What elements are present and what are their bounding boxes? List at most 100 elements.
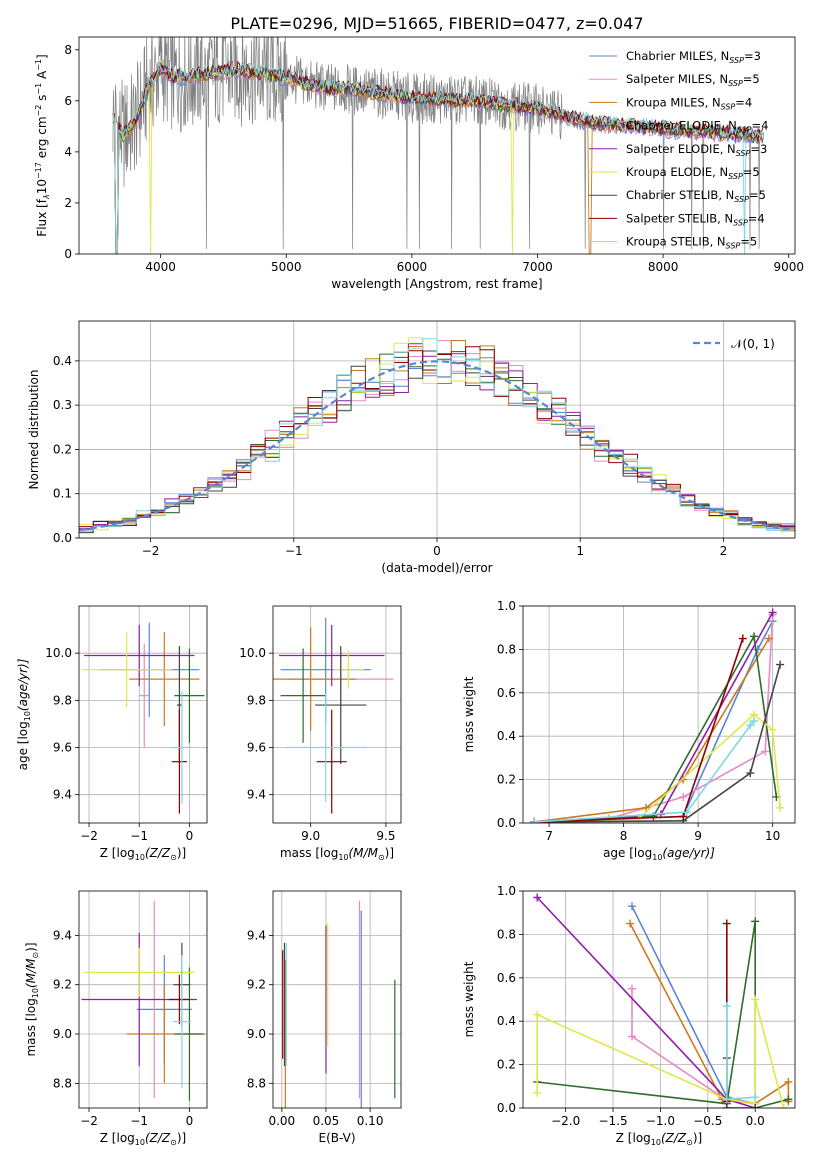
plot-area-mass-age (273, 617, 394, 814)
x-tick-label: −0.5 (693, 1114, 722, 1128)
errorbar-kroupa-miles (273, 627, 356, 732)
y-tick-label: 4 (64, 145, 72, 159)
data-point (746, 721, 755, 730)
y-tick-label: 0.2 (497, 773, 516, 787)
data-point (768, 608, 777, 617)
x-tick-label: 0.00 (268, 1114, 295, 1128)
axes-frame (78, 605, 208, 824)
errorbar-kroupa-elodie (84, 947, 195, 998)
errorbar-kroupa-stelib (171, 690, 192, 805)
axes-frame (272, 890, 402, 1109)
y-tick-label: 9.6 (53, 741, 72, 755)
panel-spectrum: 4000 5000 6000 7000 8000 9000 0 2 4 6 8 wavelength … (34, 36, 804, 291)
axes-frame (522, 890, 796, 1109)
x-tick-label: 8 (620, 829, 628, 843)
data-point (679, 812, 688, 821)
data-point (776, 660, 785, 669)
data-point (764, 634, 773, 643)
y-tick-label: 0.8 (497, 927, 516, 941)
data-point (746, 769, 755, 778)
x-tick-label: 0.05 (313, 1114, 340, 1128)
data-point (530, 817, 539, 823)
y-tick-label: 8.8 (53, 1076, 72, 1090)
series-salpeter-stelib (530, 634, 747, 823)
x-tick-label: −1.5 (598, 1114, 627, 1128)
x-tick-label: 0.0 (746, 1114, 765, 1128)
x-axis-label: E(B-V) (318, 1131, 355, 1145)
residual-histogram-kroupa-stelib (79, 338, 795, 531)
x-tick-label: 4000 (145, 260, 176, 274)
panel-age-weight: 7 8 9 10 0.0 0.2 0.4 0.6 0.8 1.0 mass weight age [l… (462, 599, 796, 862)
data-point (679, 792, 688, 801)
y-tick-label: 10.0 (45, 646, 72, 660)
data-point (682, 808, 691, 817)
x-tick-label: −1 (130, 829, 148, 843)
y-axis-label: mass weight (462, 961, 476, 1037)
x-tick-label: −2.0 (551, 1114, 580, 1128)
y-tick-label: 2 (64, 196, 72, 210)
errorbar-chabrier-stelib (315, 646, 367, 765)
y-tick-label: 0.4 (53, 354, 72, 368)
plot-area-Z-weight (533, 893, 793, 1108)
axes-frame (272, 605, 402, 824)
series-salpeter-elodie (533, 893, 760, 1108)
panel-EBV-mass: 0.00 0.05 0.10 8.8 9.0 9.2 9.4 E(B-V) (247, 890, 402, 1145)
errorbar-salpeter-stelib (171, 709, 187, 814)
errorbar-kroupa-stelib (172, 955, 191, 1089)
series-chabrier-elodie (530, 632, 781, 823)
errorbar-kroupa-elodie (81, 631, 172, 708)
axes-frame (78, 890, 208, 1109)
data-point (627, 902, 636, 911)
y-tick-label: 9.0 (53, 1027, 72, 1041)
data-point (533, 893, 542, 902)
x-tick-label: 5000 (271, 260, 302, 274)
y-tick-label: 1.0 (497, 884, 516, 898)
data-point (722, 919, 731, 928)
y-tick-label: 0.2 (53, 442, 72, 456)
data-point (641, 803, 650, 812)
legend-entry-gaussian: 𝒩(0, 1) (731, 337, 775, 351)
plot-area-EBV-mass (282, 900, 396, 1108)
x-tick-label: 7 (545, 829, 553, 843)
legend-entry-salpeter-stelib: Salpeter STELIB, NSSP=4 (626, 211, 765, 227)
legend-entry-salpeter-miles: Salpeter MILES, NSSP=5 (626, 72, 760, 88)
x-tick-label: 6000 (397, 260, 428, 274)
plot-area-Z-mass (81, 900, 205, 1101)
errorbar-salpeter-elodie (84, 624, 195, 687)
legend-entry-chabrier-elodie: Chabrier ELODIE, NSSP=4 (626, 119, 768, 135)
series-kroupa-elodie (533, 995, 788, 1108)
axes-frame (78, 36, 796, 255)
model-spectrum-kroupa-stelib (112, 62, 764, 254)
legend-entry-salpeter-elodie: Salpeter ELODIE, NSSP=3 (626, 142, 767, 158)
y-tick-label: 0.6 (497, 971, 516, 985)
x-tick-label: −2 (80, 1114, 98, 1128)
data-point (738, 634, 747, 643)
data-point (751, 1093, 760, 1102)
plot-area-age-weight (530, 608, 785, 823)
plot-area-spectrum (112, 37, 764, 254)
data-point (626, 919, 635, 928)
plot-area-Z-age (81, 622, 205, 814)
y-tick-label: 9.6 (247, 741, 266, 755)
panel-mass-age: 9.0 9.5 9.4 9.6 9.8 10.0 mass [log10(M/M⊙)] (239, 605, 402, 862)
legend-entry-kroupa-elodie: Kroupa ELODIE, NSSP=5 (626, 165, 760, 181)
y-tick-label: 8 (64, 43, 72, 57)
y-tick-label: 9.8 (53, 693, 72, 707)
y-tick-label: 9.4 (247, 788, 266, 802)
x-axis-label: age [log10(age/yr)] (603, 846, 715, 862)
x-tick-label: 0 (186, 1114, 194, 1128)
y-tick-label: 0.8 (497, 642, 516, 656)
x-axis-label: Z [log10(Z/Z⊙)] (616, 1131, 702, 1147)
y-tick-label: 0.0 (497, 1101, 516, 1115)
data-point (722, 1095, 731, 1104)
y-tick-label: 0.4 (497, 729, 516, 743)
data-point (722, 1002, 731, 1011)
x-tick-label: −1 (130, 1114, 148, 1128)
data-point (779, 1104, 788, 1108)
data-point (761, 747, 770, 756)
y-axis-label: Normed distribution (27, 370, 41, 490)
y-tick-label: 9.2 (247, 978, 266, 992)
x-axis-label: wavelength [Angstrom, rest frame] (331, 277, 542, 291)
y-tick-label: 0.1 (53, 487, 72, 501)
